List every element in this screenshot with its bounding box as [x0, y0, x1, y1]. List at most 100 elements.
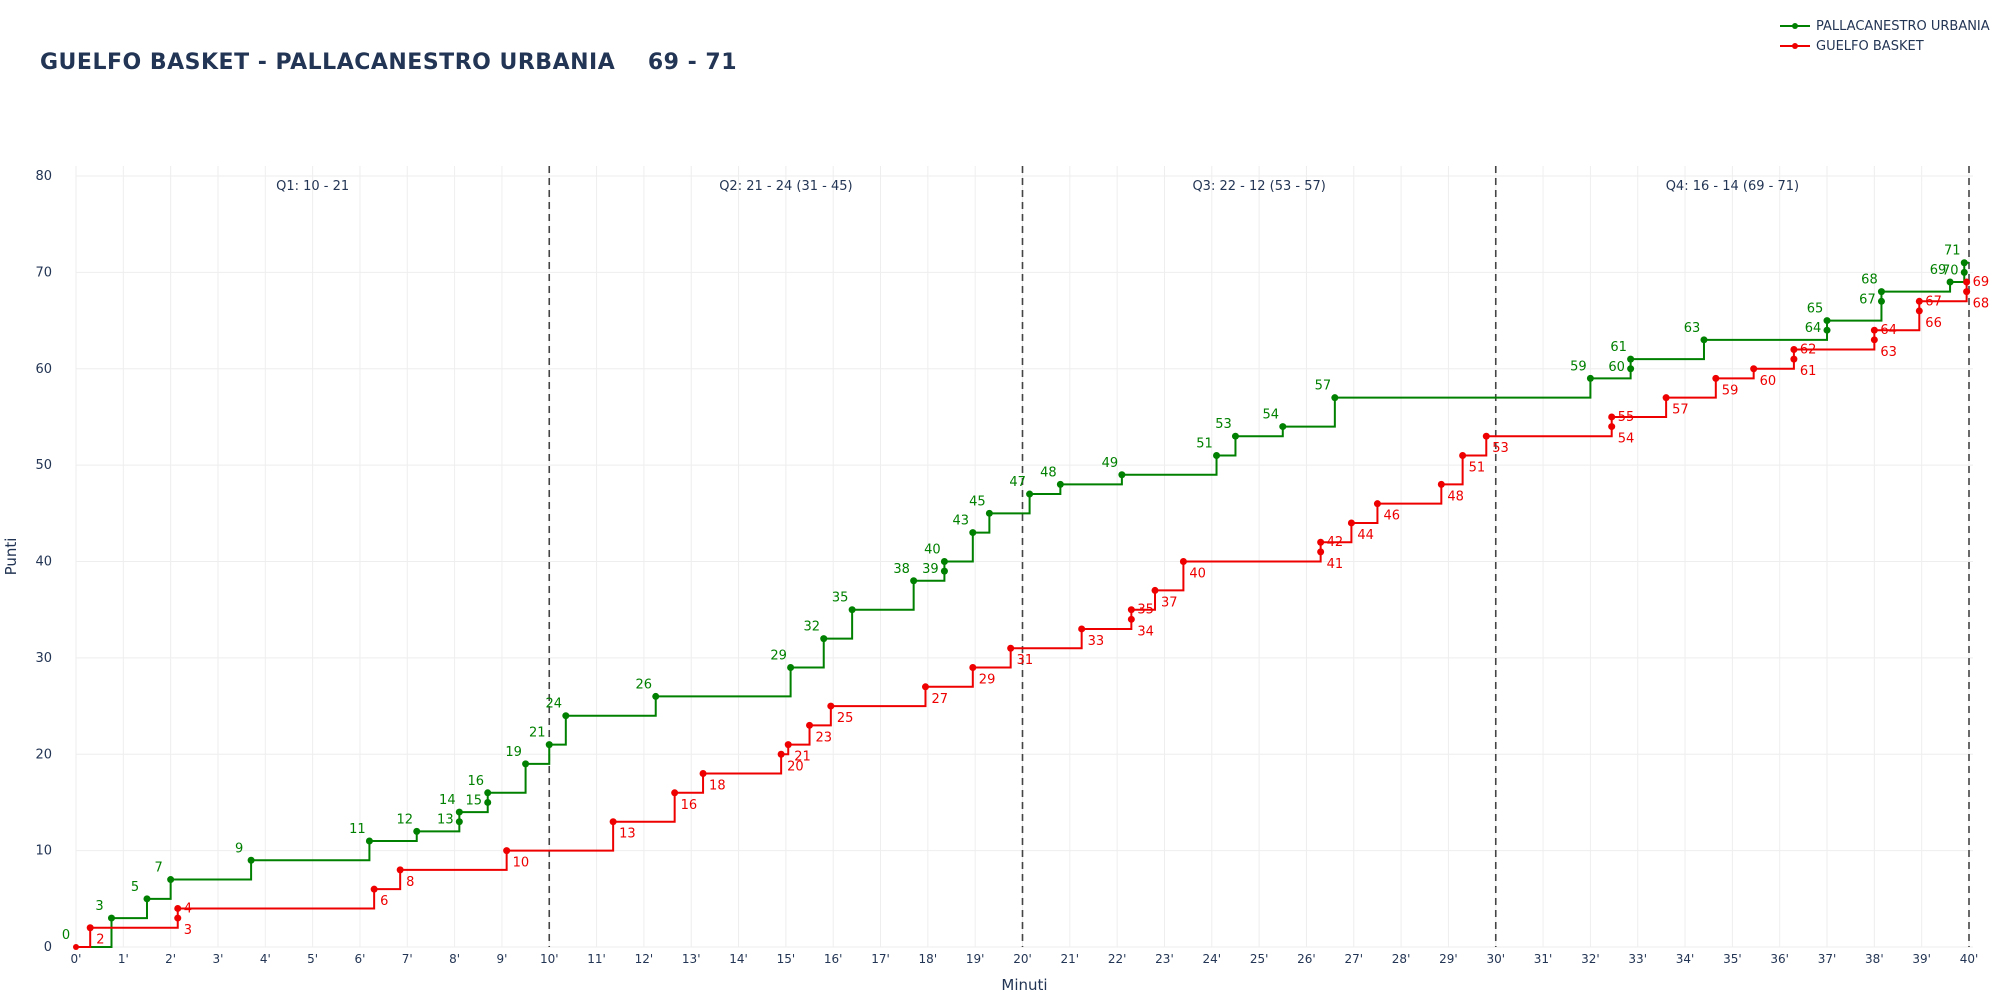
data-label: 43	[953, 514, 970, 529]
data-point	[1118, 471, 1126, 479]
data-label: 20	[787, 759, 804, 774]
data-label: 11	[349, 822, 366, 837]
x-tick-label: 14'	[729, 952, 748, 966]
match-title: GUELFO BASKET - PALLACANESTRO URBANIA	[40, 50, 616, 75]
data-point	[1915, 307, 1923, 315]
x-tick-label: 31'	[1534, 952, 1553, 966]
data-point	[1026, 490, 1034, 498]
data-point	[1317, 538, 1325, 546]
data-label: 35	[832, 591, 849, 606]
x-tick-label: 15'	[777, 952, 796, 966]
data-label: 47	[1009, 475, 1026, 490]
data-label: 42	[1327, 535, 1344, 550]
data-point	[247, 856, 255, 864]
data-point	[652, 692, 660, 700]
data-point	[1960, 268, 1968, 276]
data-label: 64	[1805, 321, 1822, 336]
x-tick-label: 4'	[260, 952, 271, 966]
quarter-label: Q3: 22 - 12 (53 - 57)	[1192, 179, 1325, 194]
data-point	[784, 741, 792, 749]
data-label: 60	[1608, 360, 1625, 375]
data-point	[777, 750, 785, 758]
data-point	[1963, 288, 1971, 296]
data-label: 16	[681, 798, 698, 813]
x-tick-label: 24'	[1203, 952, 1222, 966]
x-tick-label: 21'	[1061, 952, 1080, 966]
quarter-label: Q4: 16 - 14 (69 - 71)	[1666, 179, 1799, 194]
data-label: 65	[1807, 302, 1824, 317]
data-label: 66	[1925, 316, 1942, 331]
legend-label-urbania: PALLACANESTRO URBANIA	[1816, 18, 1990, 34]
x-tick-label: 6'	[354, 952, 365, 966]
data-point	[370, 885, 378, 893]
data-point	[1870, 326, 1878, 334]
x-tick-label: 16'	[824, 952, 843, 966]
data-point	[1627, 355, 1635, 363]
data-label: 57	[1315, 379, 1332, 394]
data-label: 63	[1684, 321, 1701, 336]
x-tick-label: 32'	[1581, 952, 1600, 966]
data-point	[1179, 558, 1187, 565]
final-score: 69 - 71	[647, 50, 738, 75]
data-label: 70	[1942, 263, 1959, 278]
data-point	[1331, 394, 1339, 402]
data-label: 59	[1722, 383, 1739, 398]
data-point	[1007, 644, 1015, 652]
data-point	[1586, 374, 1594, 382]
data-label: 0	[62, 928, 70, 943]
y-tick-label: 80	[35, 169, 52, 184]
data-point	[985, 509, 993, 517]
data-point	[1627, 365, 1635, 373]
x-tick-label: 35'	[1723, 952, 1742, 966]
data-label: 9	[235, 841, 243, 856]
data-label: 13	[619, 827, 636, 842]
x-tick-label: 3'	[213, 952, 224, 966]
x-tick-label: 19'	[966, 952, 985, 966]
data-label: 51	[1196, 436, 1213, 451]
data-point	[1127, 615, 1135, 623]
data-point	[1700, 336, 1708, 344]
data-point	[940, 558, 948, 565]
data-label: 18	[709, 779, 726, 794]
data-label: 53	[1215, 417, 1232, 432]
data-label: 54	[1618, 432, 1635, 447]
x-tick-label: 5'	[307, 952, 318, 966]
data-label: 21	[794, 750, 811, 765]
data-label: 34	[1137, 624, 1154, 639]
data-point	[1877, 297, 1885, 305]
data-label: 62	[1800, 342, 1817, 357]
data-point	[699, 770, 707, 778]
data-point	[1078, 625, 1086, 633]
data-label: 21	[529, 726, 546, 741]
data-point	[73, 944, 79, 950]
x-tick-label: 10'	[540, 952, 559, 966]
page-title: GUELFO BASKET - PALLACANESTRO URBANIA 69…	[40, 50, 737, 75]
data-label: 69	[1973, 275, 1990, 290]
data-point	[455, 818, 463, 826]
y-tick-label: 10	[35, 844, 52, 859]
data-label: 4	[184, 901, 192, 916]
data-point	[522, 760, 530, 768]
y-tick-label: 70	[35, 265, 52, 280]
legend-swatch-urbania	[1780, 23, 1810, 29]
x-tick-label: 23'	[1155, 952, 1174, 966]
data-label: 13	[437, 813, 454, 828]
x-tick-label: 39'	[1912, 952, 1931, 966]
data-point	[671, 789, 679, 797]
x-tick-label: 8'	[449, 952, 460, 966]
x-tick-label: 26'	[1297, 952, 1316, 966]
x-tick-label: 11'	[587, 952, 606, 966]
data-point	[787, 664, 795, 672]
legend: PALLACANESTRO URBANIA GUELFO BASKET	[1780, 16, 1990, 56]
data-label: 35	[1137, 603, 1154, 618]
x-tick-label: 20'	[1013, 952, 1032, 966]
data-point	[1127, 606, 1135, 614]
data-point	[1960, 259, 1968, 267]
data-point	[848, 606, 856, 614]
data-label: 40	[924, 543, 941, 558]
y-tick-label: 0	[44, 940, 52, 955]
x-tick-label: 18'	[919, 952, 938, 966]
data-point	[969, 529, 977, 537]
x-tick-label: 37'	[1818, 952, 1837, 966]
